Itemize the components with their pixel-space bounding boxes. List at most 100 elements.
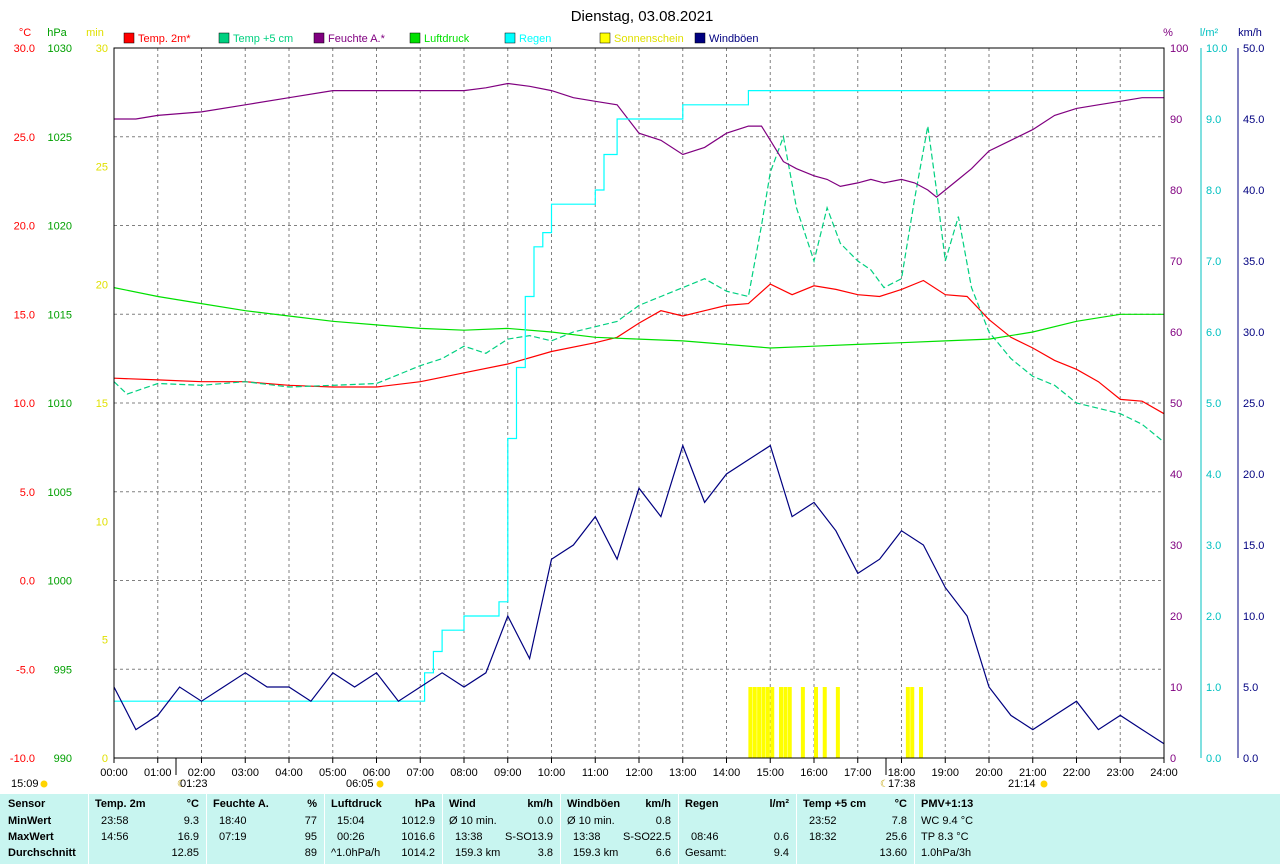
pmv-dewpoint: TP 8.3 °C	[921, 831, 969, 843]
wind-max-time: 13:38	[455, 831, 483, 843]
tick-label-wind: 25.0	[1243, 398, 1264, 410]
series-line-regen	[114, 90, 1164, 702]
unit-label-wind: km/h	[1238, 27, 1262, 39]
tick-label-pressure: 1015	[48, 309, 72, 321]
legend-label: Windböen	[709, 33, 759, 45]
plot-frame	[113, 47, 1165, 759]
x-tick-label: 08:00	[450, 767, 478, 779]
legend-label: Temp +5 cm	[233, 33, 293, 45]
unit-label-humidity: %	[1163, 27, 1173, 39]
x-tick-label: 09:00	[494, 767, 522, 779]
wind-max-val: 13.9	[531, 831, 553, 843]
col-temp5cm: Temp +5 cm °C 23:52 7.8 18:32 25.6 13.60	[796, 794, 915, 864]
humidity-unit: %	[307, 798, 317, 810]
sunshine-bar	[770, 687, 775, 758]
tick-label-sun: 5	[102, 635, 108, 647]
rain-total-label: Gesamt:	[685, 847, 727, 859]
stats-table: Sensor MinWert MaxWert Durchschnitt Temp…	[0, 794, 1280, 864]
tick-label-sun: 0	[102, 753, 108, 765]
series-line-feuchte-a-	[114, 82, 1164, 198]
sunshine-bars	[748, 687, 923, 758]
x-tick-label: 19:00	[931, 767, 959, 779]
legend-swatch	[218, 32, 230, 44]
legend-swatch	[313, 32, 325, 44]
temp5cm-avg: 13.60	[879, 847, 907, 859]
tick-label-humidity: 40	[1170, 469, 1182, 481]
x-tick-label: 06:00	[363, 767, 391, 779]
temp2m-max-val: 16.9	[177, 831, 199, 843]
tick-label-temp: -5.0	[16, 664, 35, 676]
humidity-max-val: 95	[304, 831, 317, 843]
tick-label-temp: 0.0	[20, 576, 35, 588]
gusts-max-time: 13:38	[573, 831, 601, 843]
tick-label-humidity: 100	[1170, 43, 1188, 55]
tick-label-temp: 5.0	[20, 487, 35, 499]
tick-label-humidity: 50	[1170, 398, 1182, 410]
tick-label-sun: 25	[96, 161, 108, 173]
tick-label-wind: 30.0	[1243, 327, 1264, 339]
unit-label-pressure: hPa	[47, 27, 67, 39]
humidity-min-val: 77	[304, 815, 317, 827]
tick-label-sun: 15	[96, 398, 108, 410]
gusts-distance: 159.3 km	[573, 847, 619, 859]
row-label-max: MaxWert	[8, 831, 54, 843]
tick-label-temp: 20.0	[14, 221, 35, 233]
temp5cm-min-val: 7.8	[891, 815, 907, 827]
tick-label-humidity: 70	[1170, 256, 1182, 268]
tick-label-sun: 20	[96, 280, 108, 292]
col-wind: Wind km/h Ø 10 min. 0.0 13:38 S-SO 13.9 …	[442, 794, 561, 864]
row-label-min: MinWert	[8, 815, 52, 827]
x-tick-label: 07:00	[406, 767, 434, 779]
sunshine-bar	[752, 687, 757, 758]
sun-moon-markers: 15:09 01:23☾ 06:05 17:38☾ 21:14	[11, 758, 1048, 790]
x-tick-label: 14:00	[713, 767, 741, 779]
sunshine-bar	[765, 687, 770, 758]
rain-header: Regen	[685, 798, 719, 810]
tick-label-wind: 5.0	[1243, 682, 1258, 694]
temp2m-avg: 12.85	[171, 847, 199, 859]
tick-label-pressure: 1005	[48, 487, 72, 499]
temp2m-header: Temp. 2m	[95, 798, 146, 810]
x-tick-label: 05:00	[319, 767, 347, 779]
pressure-avg: 1014.2	[401, 847, 435, 859]
sunset-label: 21:14	[1008, 778, 1036, 790]
temp2m-unit: °C	[186, 798, 199, 810]
x-axis-ticks: 00:00 01:00 02:00 03:00 04:00 05:00 06:00 07:00…	[100, 758, 1178, 779]
tick-label-temp: 25.0	[14, 132, 35, 144]
gusts-header: Windböen	[567, 798, 621, 810]
chart-background	[0, 0, 1280, 794]
x-tick-label: 13:00	[669, 767, 697, 779]
weather-chart: Dienstag, 03.08.2021 Temp. 2m* Temp +5 cm…	[0, 0, 1280, 794]
y-axis-ticks: -10.0 -5.0 0.0 5.0 10.0 15.0 20.0 25.0 30.0 990 99…	[10, 43, 1265, 765]
tick-label-sun: 10	[96, 516, 108, 528]
legend-swatch	[694, 32, 706, 44]
pressure-header: Luftdruck	[331, 798, 382, 810]
sunshine-bar	[761, 687, 766, 758]
tick-label-pressure: 1000	[48, 576, 72, 588]
tick-label-rain: 10.0	[1206, 43, 1227, 55]
tick-label-wind: 15.0	[1243, 540, 1264, 552]
series-line-luftdruck	[113, 287, 1164, 349]
tick-label-temp: 10.0	[14, 398, 35, 410]
temp5cm-max-val: 25.6	[885, 831, 907, 843]
wind-unit: km/h	[527, 798, 553, 810]
series-line-temp-2m-	[113, 279, 1165, 415]
x-tick-label: 04:00	[275, 767, 303, 779]
moon-icon: ☾	[880, 779, 889, 790]
x-tick-label: 21:00	[1019, 767, 1047, 779]
legend-swatch	[504, 32, 516, 44]
x-tick-label: 00:00	[100, 767, 128, 779]
tick-label-humidity: 80	[1170, 185, 1182, 197]
x-tick-label: 15:00	[756, 767, 784, 779]
axis-units: °C hPa min% l/m² km/h	[19, 27, 1262, 39]
tick-label-pressure: 995	[54, 664, 72, 676]
tick-label-pressure: 1010	[48, 398, 72, 410]
sunshine-bar	[779, 687, 783, 758]
daylength-start-label: 15:09	[11, 778, 39, 790]
tick-label-sun: 30	[96, 43, 108, 55]
chart-title: Dienstag, 03.08.2021	[571, 8, 714, 25]
x-tick-label: 16:00	[800, 767, 828, 779]
legend-swatch	[123, 32, 135, 44]
x-tick-label: 24:00	[1150, 767, 1178, 779]
gusts-avg10-val: 0.8	[655, 815, 671, 827]
